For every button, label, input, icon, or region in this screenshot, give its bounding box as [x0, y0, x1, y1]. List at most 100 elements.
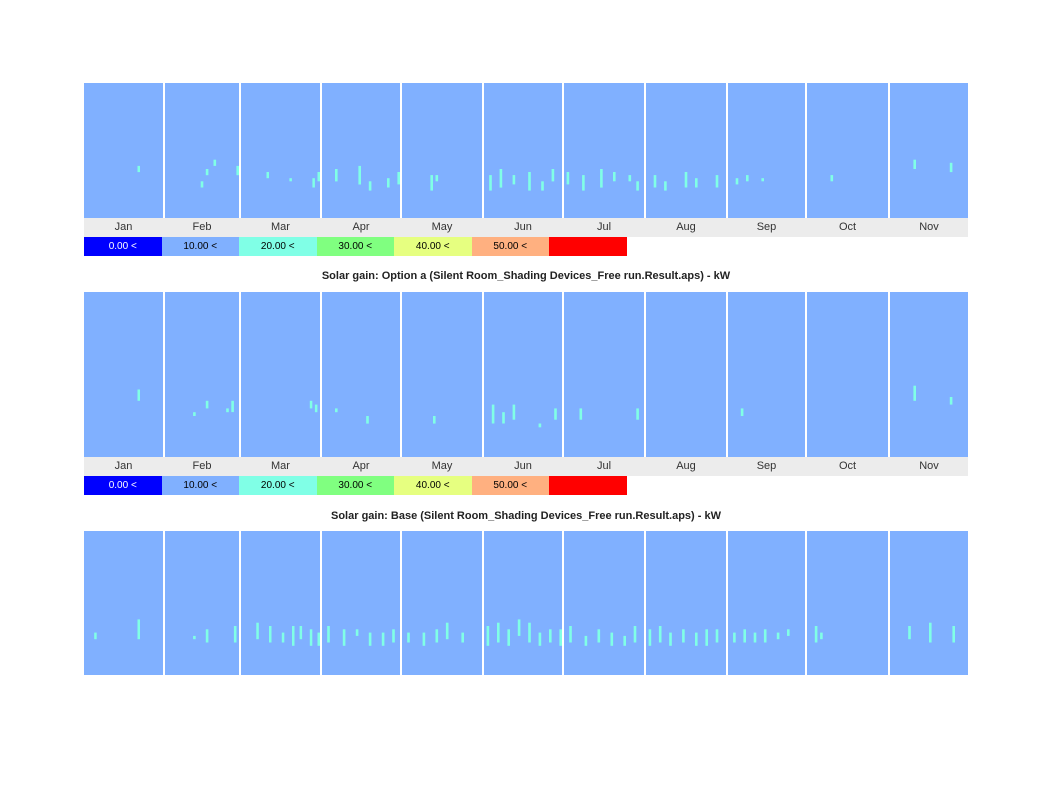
heat-cell	[407, 632, 410, 643]
heat-cell	[753, 632, 757, 643]
heat-cell	[397, 172, 400, 185]
month-band-may	[402, 83, 482, 218]
heat-cell	[137, 389, 140, 401]
month-band-jul	[564, 531, 644, 675]
heat-cell	[489, 175, 492, 191]
heat-cell	[309, 629, 313, 646]
heat-cell	[381, 632, 385, 646]
month-separator	[726, 531, 728, 675]
month-band-jan	[84, 531, 163, 675]
month-band-aug	[646, 531, 726, 675]
heat-cell	[684, 172, 688, 188]
heat-cell	[682, 629, 685, 643]
heat-cell	[269, 626, 272, 643]
heat-cell	[387, 178, 390, 188]
month-separator	[163, 292, 165, 457]
legend-swatch-0: 0.00 <	[84, 476, 162, 495]
month-separator	[644, 83, 646, 218]
month-separator	[163, 83, 165, 218]
legend-swatch-4: 40.00 <	[394, 476, 472, 495]
month-separator	[320, 83, 322, 218]
heat-cell	[559, 629, 562, 646]
heat-cell	[600, 169, 603, 188]
month-separator	[400, 83, 402, 218]
month-label-jan: Jan	[114, 221, 133, 233]
month-band-apr	[322, 531, 400, 675]
heat-cell	[735, 178, 739, 185]
month-band-jul	[564, 83, 644, 218]
heat-cell	[312, 178, 315, 188]
month-band-oct	[807, 531, 888, 675]
heat-cell	[636, 181, 639, 191]
month-band-feb	[165, 83, 239, 218]
month-label-aug: Aug	[676, 221, 696, 233]
month-band-aug	[646, 292, 726, 457]
heat-cell	[761, 178, 764, 182]
heat-cell	[512, 404, 516, 420]
heat-cell	[763, 629, 767, 643]
month-separator	[726, 83, 728, 218]
month-label-apr: Apr	[352, 221, 370, 233]
heat-cell	[952, 626, 955, 643]
heat-cell	[554, 408, 557, 420]
heat-cell	[266, 172, 269, 179]
month-axis-1: Jan Feb Mar Apr May Jun Jul Aug Sep Oct Nov	[84, 218, 968, 237]
month-separator	[320, 531, 322, 675]
heat-cell	[551, 169, 555, 182]
heat-cell	[213, 159, 217, 166]
month-separator	[562, 531, 564, 675]
heatmap-strip-2	[84, 292, 968, 457]
heat-cell	[491, 404, 495, 424]
month-separator	[482, 292, 484, 457]
month-band-aug	[646, 83, 726, 218]
heat-cell	[929, 622, 932, 643]
heat-cell	[549, 629, 552, 643]
heat-cell	[597, 629, 601, 643]
month-label-may: May	[431, 221, 453, 233]
legend-swatch-2: 20.00 <	[239, 476, 317, 495]
month-band-nov	[890, 292, 968, 457]
month-label-nov: Nov	[919, 221, 939, 233]
heat-cell	[636, 408, 639, 420]
chart-title-3: Solar gain: Base (Silent Room_Shading De…	[331, 510, 721, 522]
heat-cell	[740, 408, 744, 416]
month-separator	[320, 292, 322, 457]
heat-cell	[541, 181, 544, 191]
month-band-jan	[84, 292, 163, 457]
legend-swatch-3: 30.00 <	[316, 237, 394, 256]
month-separator	[239, 292, 241, 457]
heat-cell	[137, 165, 140, 173]
heat-cell	[497, 622, 500, 643]
heat-cell	[715, 629, 719, 643]
heat-cell	[231, 400, 234, 413]
heat-cell	[820, 632, 823, 640]
heat-cell	[205, 169, 209, 176]
month-band-jan	[84, 83, 163, 218]
month-label-oct: Oct	[838, 460, 857, 472]
heat-cell	[658, 626, 662, 643]
heat-cell	[913, 159, 916, 169]
month-label-nov: Nov	[919, 460, 939, 472]
heat-cell	[226, 408, 229, 413]
month-band-feb	[165, 292, 239, 457]
month-label-mar: Mar	[271, 460, 290, 472]
month-label-feb: Feb	[192, 221, 212, 233]
heat-cell	[566, 172, 570, 185]
month-label-feb: Feb	[192, 460, 212, 472]
heat-cell	[193, 635, 196, 640]
heat-cell	[193, 412, 196, 416]
month-band-apr	[322, 83, 400, 218]
heat-cell	[664, 181, 667, 191]
heat-cell	[579, 408, 583, 420]
heat-cell	[746, 175, 749, 182]
heat-cell	[281, 632, 285, 643]
month-band-sep	[728, 83, 805, 218]
heat-cell	[569, 626, 572, 643]
month-axis-2: Jan Feb Mar Apr May Jun Jul Aug Sep Oct Nov	[84, 457, 968, 476]
heat-cell	[669, 632, 672, 646]
heat-cell	[633, 626, 637, 643]
heat-cell	[776, 632, 780, 640]
heat-cell	[528, 172, 531, 191]
legend-swatch-2: 20.00 <	[239, 237, 317, 256]
heat-cell	[430, 175, 433, 191]
